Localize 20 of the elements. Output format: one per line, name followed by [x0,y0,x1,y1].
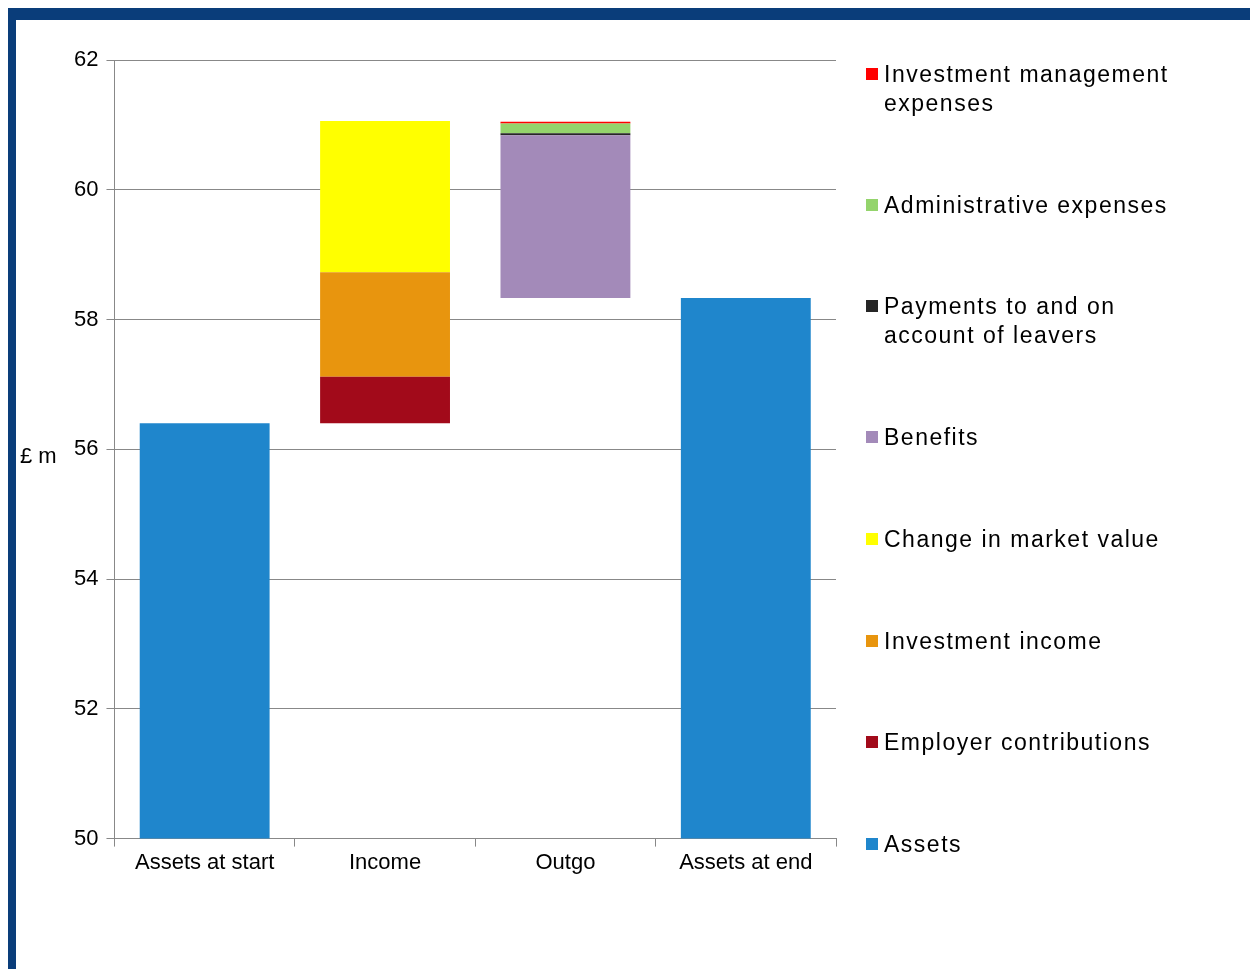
y-tick-label: 50 [73,824,99,850]
y-tick-label: 58 [73,305,99,331]
y-axis-title: £ m [20,443,57,469]
legend-label: Investment management expenses [884,60,1170,118]
x-tick-label: Assets at end [679,848,813,874]
y-tick-label: 52 [73,694,99,720]
x-tick-label: Income [348,848,422,874]
legend-label: Administrative expenses [884,190,1168,220]
legend-label: Change in market value [884,524,1160,554]
legend-label: Assets [884,829,963,859]
y-tick-label: 56 [73,435,99,461]
x-tick-label: Assets at start [134,848,275,874]
y-tick-label: 60 [73,175,99,201]
y-tick-label: 62 [73,46,99,72]
x-tick-label: Outgo [535,848,596,874]
legend-label: Payments to and on account of leavers [884,292,1117,351]
y-tick-label: 54 [73,565,99,591]
legend-label: Employer contributions [884,728,1151,758]
legend-label: Benefits [884,423,980,453]
legend-label: Investment income [884,626,1103,656]
